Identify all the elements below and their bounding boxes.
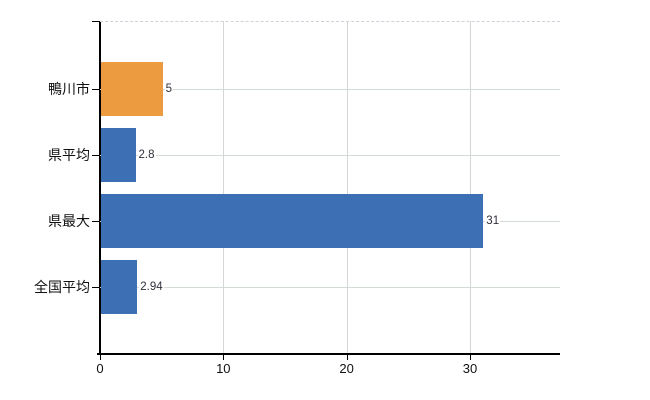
plot-top-dashed-border <box>100 21 560 22</box>
category-tick <box>92 155 100 156</box>
x-axis-tick <box>100 355 101 360</box>
x-axis-tick-label: 10 <box>216 361 231 376</box>
bar <box>101 62 163 116</box>
category-tick <box>92 287 100 288</box>
category-tick <box>92 221 100 222</box>
category-label: 全国平均 <box>34 279 90 295</box>
category-label: 鴨川市 <box>48 81 90 97</box>
x-axis-tick-label: 30 <box>462 361 478 376</box>
vertical-gridline <box>223 21 225 353</box>
x-axis-tick-label: 0 <box>96 361 104 376</box>
vertical-gridline <box>346 21 348 353</box>
horizontal-gridline <box>100 155 560 156</box>
bar <box>101 260 138 314</box>
x-axis-tick <box>346 355 348 360</box>
horizontal-gridline <box>100 287 560 288</box>
x-axis-line <box>97 353 560 355</box>
bar-value-label: 5 <box>164 82 174 96</box>
category-label: 県最大 <box>48 213 90 229</box>
y-axis-top-tick <box>92 21 100 22</box>
bar-value-label: 2.8 <box>137 148 156 162</box>
bar <box>101 128 136 182</box>
bar <box>101 194 484 248</box>
vertical-gridline <box>469 21 471 353</box>
x-axis-tick <box>469 355 471 360</box>
bar-value-label: 2.94 <box>139 280 164 294</box>
bar-value-label: 31 <box>485 214 501 228</box>
y-axis-line <box>99 21 101 353</box>
horizontal-gridline <box>100 89 560 90</box>
x-axis-tick <box>223 355 225 360</box>
category-tick <box>92 89 100 90</box>
category-label: 県平均 <box>48 147 90 163</box>
x-axis-tick-label: 20 <box>339 361 354 376</box>
